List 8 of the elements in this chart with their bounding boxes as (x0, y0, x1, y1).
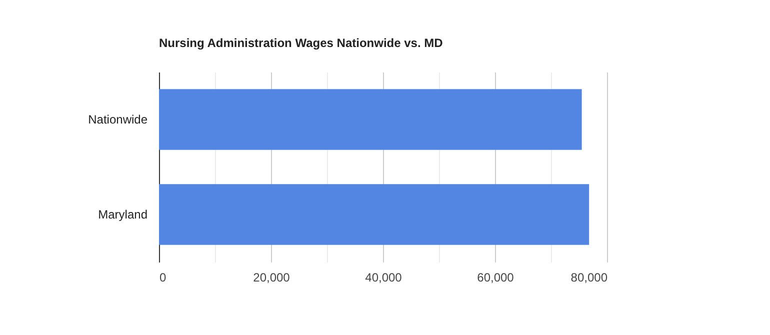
x-tick-label: 0 (160, 270, 166, 284)
x-tick-label: 80,000 (570, 270, 608, 284)
chart-title: Nursing Administration Wages Nationwide vs. MD (159, 36, 444, 50)
x-tick-label: 60,000 (477, 270, 514, 284)
x-tick-label: 40,000 (365, 270, 402, 284)
y-tick-label: Maryland (98, 208, 148, 222)
y-tick-label: Nationwide (88, 112, 148, 126)
x-tick-label: 20,000 (253, 270, 290, 284)
